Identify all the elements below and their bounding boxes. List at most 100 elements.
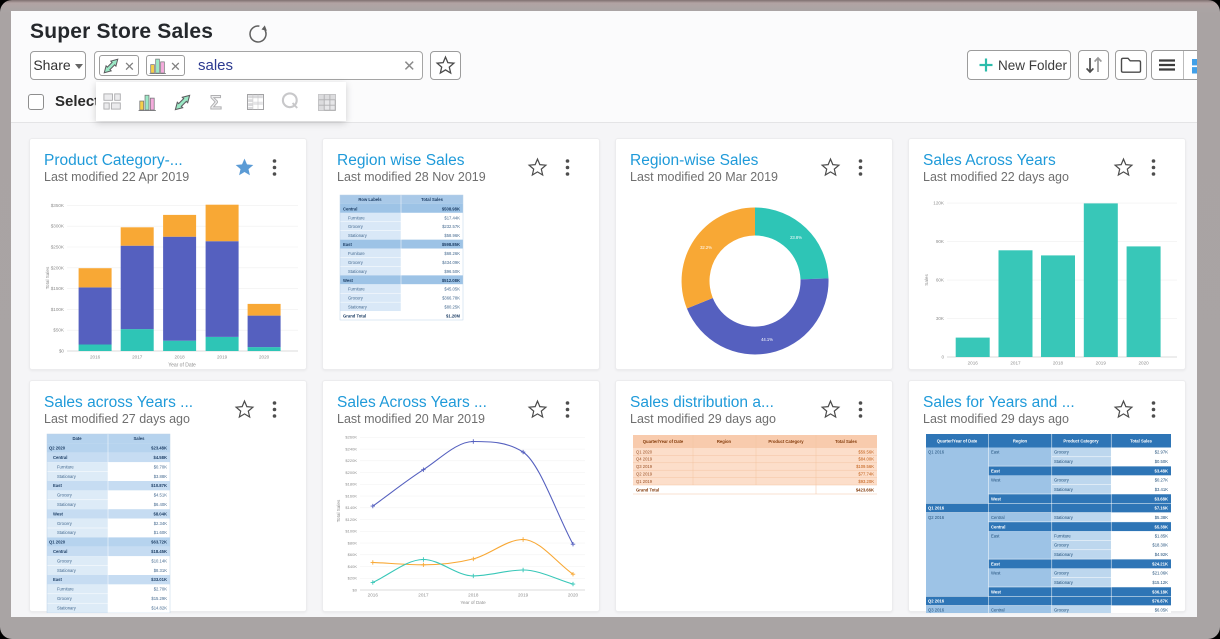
svg-text:$18.45K: $18.45K (151, 549, 167, 554)
svg-text:Total Sales: Total Sales (835, 439, 857, 444)
svg-text:Q1 2016: Q1 2016 (928, 450, 945, 455)
svg-text:Furniture: Furniture (348, 287, 365, 292)
svg-text:$300K: $300K (51, 224, 65, 229)
svg-text:$1.20M: $1.20M (446, 314, 460, 319)
svg-text:Central: Central (991, 515, 1005, 520)
svg-text:2016: 2016 (968, 361, 979, 366)
svg-text:Stationary: Stationary (348, 233, 368, 238)
svg-text:West: West (991, 571, 1001, 576)
svg-text:$17.44K: $17.44K (444, 215, 460, 220)
svg-text:Q2 2020: Q2 2020 (49, 446, 66, 451)
svg-text:$93.20K: $93.20K (858, 479, 874, 484)
svg-text:$40K: $40K (348, 564, 358, 569)
svg-text:90K: 90K (936, 239, 945, 244)
svg-text:2016: 2016 (368, 593, 379, 598)
svg-text:23.8%: 23.8% (790, 235, 802, 240)
svg-text:$512.08K: $512.08K (442, 278, 460, 283)
svg-text:Region: Region (1013, 438, 1028, 443)
svg-text:$84.00K: $84.00K (858, 457, 874, 462)
svg-text:$8.31K: $8.31K (154, 568, 167, 573)
svg-text:$423.66K: $423.66K (856, 488, 874, 493)
svg-text:$33.01K: $33.01K (151, 577, 167, 582)
svg-text:$45.05K: $45.05K (444, 287, 460, 292)
svg-text:Σ: Σ (210, 93, 222, 111)
svg-text:$350K: $350K (51, 203, 65, 208)
svg-text:$4.92K: $4.92K (1155, 552, 1168, 557)
svg-text:$2.70K: $2.70K (154, 587, 167, 592)
svg-text:$200K: $200K (345, 470, 357, 475)
svg-text:$109.56K: $109.56K (856, 464, 874, 469)
svg-text:West: West (991, 496, 1002, 501)
svg-text:Furniture: Furniture (348, 215, 365, 220)
svg-text:Grocery: Grocery (348, 224, 364, 229)
svg-text:2017: 2017 (132, 355, 143, 360)
svg-text:$508.98K: $508.98K (442, 206, 460, 211)
svg-text:Stationary: Stationary (1054, 552, 1074, 557)
svg-text:Grocery: Grocery (1054, 450, 1070, 455)
svg-text:$0.50K: $0.50K (1155, 459, 1168, 464)
svg-text:$63.72K: $63.72K (151, 540, 167, 545)
svg-text:Grocery: Grocery (1054, 571, 1070, 576)
svg-text:$220K: $220K (345, 458, 357, 463)
svg-text:2020: 2020 (568, 593, 579, 598)
svg-text:2019: 2019 (518, 593, 529, 598)
svg-text:Q4 2019: Q4 2019 (636, 457, 653, 462)
svg-text:Central: Central (343, 206, 357, 211)
svg-text:Product Category: Product Category (768, 439, 804, 444)
svg-text:$434.09K: $434.09K (442, 260, 460, 265)
svg-text:Total Sales: Total Sales (45, 266, 50, 289)
svg-text:$21.06K: $21.06K (1152, 571, 1168, 576)
svg-text:Q1 2020: Q1 2020 (49, 540, 66, 545)
svg-text:$3.68K: $3.68K (1154, 496, 1168, 501)
svg-text:$68.26K: $68.26K (444, 251, 460, 256)
svg-text:$100K: $100K (345, 529, 357, 534)
svg-text:2019: 2019 (1096, 361, 1107, 366)
svg-text:Grocery: Grocery (57, 521, 73, 526)
svg-text:$15.29K: $15.29K (151, 596, 167, 601)
svg-text:East: East (991, 533, 1000, 538)
svg-text:Furniture: Furniture (57, 587, 74, 592)
svg-text:$160K: $160K (345, 493, 357, 498)
svg-text:2019: 2019 (217, 355, 228, 360)
svg-text:44.1%: 44.1% (761, 337, 773, 342)
svg-text:2020: 2020 (259, 355, 270, 360)
svg-text:West: West (991, 589, 1002, 594)
svg-text:2018: 2018 (174, 355, 185, 360)
svg-text:Stationary: Stationary (57, 568, 77, 573)
svg-text:$0.27K: $0.27K (1155, 478, 1168, 483)
svg-text:Stationary: Stationary (1054, 487, 1074, 492)
svg-text:Q3 2016: Q3 2016 (928, 608, 945, 613)
svg-text:$80K: $80K (348, 540, 358, 545)
svg-text:$5.38K: $5.38K (1155, 515, 1168, 520)
svg-text:Q1 2020: Q1 2020 (636, 449, 653, 454)
svg-text:$6.05K: $6.05K (1155, 608, 1168, 613)
svg-text:$140K: $140K (345, 505, 357, 510)
svg-text:2017: 2017 (418, 593, 429, 598)
svg-text:$77.74K: $77.74K (858, 472, 874, 477)
svg-text:$0.70K: $0.70K (154, 464, 167, 469)
svg-text:$24.21K: $24.21K (1152, 562, 1168, 567)
svg-text:$3.41K: $3.41K (1155, 487, 1168, 492)
svg-text:Grocery: Grocery (1054, 478, 1070, 483)
svg-text:120K: 120K (933, 201, 945, 206)
svg-text:Product Category: Product Category (1063, 438, 1099, 443)
svg-text:East: East (991, 450, 1000, 455)
svg-text:$76.87K: $76.87K (1152, 599, 1168, 604)
svg-text:Year of Date: Year of Date (168, 363, 196, 369)
svg-text:Grocery: Grocery (348, 260, 364, 265)
svg-text:Stationary: Stationary (348, 305, 368, 310)
svg-text:Stationary: Stationary (57, 605, 77, 610)
svg-text:2018: 2018 (468, 593, 479, 598)
svg-text:Stationary: Stationary (57, 474, 77, 479)
svg-text:$50K: $50K (53, 328, 65, 333)
svg-text:Q3 2019: Q3 2019 (636, 464, 653, 469)
svg-text:Stationary: Stationary (1054, 580, 1074, 585)
svg-text:Quarter/Year of Date: Quarter/Year of Date (937, 438, 978, 443)
svg-text:West: West (343, 278, 354, 283)
svg-text:$20K: $20K (348, 576, 358, 581)
svg-text:$1.85K: $1.85K (1155, 533, 1168, 538)
svg-text:30K: 30K (936, 316, 945, 321)
svg-text:$240K: $240K (345, 446, 357, 451)
svg-text:$4.58K: $4.58K (153, 455, 167, 460)
svg-text:$2.34K: $2.34K (154, 521, 167, 526)
